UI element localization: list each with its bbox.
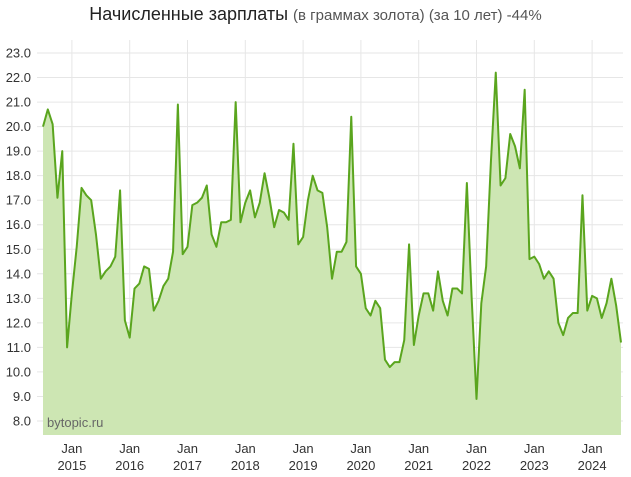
x-tick-year: 2015	[57, 458, 86, 473]
y-tick-label: 8.0	[13, 414, 31, 429]
y-tick-label: 23.0	[6, 46, 31, 61]
x-tick-month: Jan	[524, 441, 545, 456]
series-area-fill	[43, 72, 621, 435]
x-tick-month: Jan	[61, 441, 82, 456]
x-axis: Jan 2015 Jan 2016 Jan 2017 Jan 2018 Jan 2019 Jan 20…	[57, 441, 606, 473]
x-tick-month: Jan	[582, 441, 603, 456]
x-tick-year: 2016	[115, 458, 144, 473]
x-tick-month: Jan	[408, 441, 429, 456]
x-tick-month: Jan	[350, 441, 371, 456]
series-line	[42, 71, 622, 400]
y-tick-label: 18.0	[6, 168, 31, 183]
y-tick-label: 11.0	[7, 340, 31, 355]
y-tick-label: 13.0	[6, 291, 31, 306]
y-tick-label: 12.0	[6, 315, 31, 330]
chart-title: Начисленные зарплаты (в граммах золота) …	[0, 4, 631, 25]
y-tick-label: 19.0	[6, 144, 31, 159]
x-tick-month: Jan	[235, 441, 256, 456]
y-tick-label: 9.0	[13, 389, 31, 404]
y-tick-label: 21.0	[6, 95, 31, 110]
y-axis: 8.0 9.0 10.0 11.0 12.0 13.0 14.0 15.0 16.0 17.0 18…	[6, 46, 31, 429]
x-tick-year: 2020	[346, 458, 375, 473]
x-tick-month: Jan	[177, 441, 198, 456]
x-tick-year: 2022	[462, 458, 491, 473]
y-tick-label: 17.0	[6, 193, 31, 208]
y-tick-label: 15.0	[6, 242, 31, 257]
x-tick-year: 2019	[289, 458, 318, 473]
x-tick-year: 2023	[520, 458, 549, 473]
x-tick-year: 2018	[231, 458, 260, 473]
y-tick-label: 14.0	[6, 266, 31, 281]
x-tick-month: Jan	[119, 441, 140, 456]
x-tick-year: 2021	[404, 458, 433, 473]
area-layer	[42, 71, 622, 435]
x-tick-year: 2024	[578, 458, 607, 473]
y-tick-label: 10.0	[6, 364, 31, 379]
y-tick-label: 20.0	[6, 119, 31, 134]
chart-subtitle: (в граммах золота) (за 10 лет) -44%	[293, 7, 542, 24]
x-tick-month: Jan	[293, 441, 314, 456]
x-tick-year: 2017	[173, 458, 202, 473]
y-tick-label: 16.0	[6, 217, 31, 232]
watermark-label: bytopic.ru	[47, 415, 103, 430]
x-tick-month: Jan	[466, 441, 487, 456]
y-tick-label: 22.0	[6, 70, 31, 85]
chart-title-main: Начисленные зарплаты	[89, 4, 289, 24]
